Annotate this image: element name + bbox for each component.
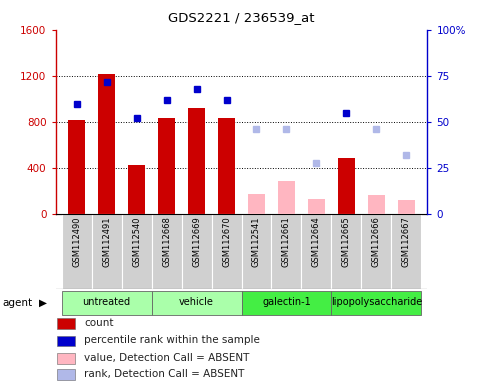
Text: galectin-1: galectin-1 [262,298,311,308]
Text: GSM112670: GSM112670 [222,217,231,267]
Text: ▶: ▶ [39,298,47,308]
Text: percentile rank within the sample: percentile rank within the sample [84,335,260,345]
Bar [301,214,331,289]
Bar [57,336,74,346]
Bar [398,200,415,214]
Bar [57,353,74,364]
Text: GSM112661: GSM112661 [282,217,291,267]
Bar [152,214,182,289]
Bar [61,214,92,289]
Bar [242,291,331,315]
Bar [248,194,265,214]
Bar [158,118,175,214]
Text: agent: agent [2,298,32,308]
Text: GSM112666: GSM112666 [372,217,381,267]
Bar [391,214,422,289]
Text: GSM112541: GSM112541 [252,217,261,267]
Bar [122,214,152,289]
Bar [57,318,74,329]
Bar [57,369,74,380]
Bar [242,214,271,289]
Text: GSM112668: GSM112668 [162,217,171,267]
Text: GSM112667: GSM112667 [402,217,411,267]
Text: GSM112491: GSM112491 [102,217,111,267]
Bar [182,214,212,289]
Bar [68,120,85,214]
Bar [331,214,361,289]
Bar [128,165,145,214]
Bar [92,214,122,289]
Bar [278,181,295,214]
Bar [331,291,422,315]
Text: untreated: untreated [83,298,130,308]
Bar [368,195,385,214]
Text: vehicle: vehicle [179,298,214,308]
Text: value, Detection Call = ABSENT: value, Detection Call = ABSENT [84,353,249,363]
Text: count: count [84,318,114,328]
Bar [308,199,325,214]
Bar [361,214,391,289]
Bar [61,291,152,315]
Text: GSM112664: GSM112664 [312,217,321,267]
Bar [212,214,242,289]
Bar [338,158,355,214]
Text: rank, Detection Call = ABSENT: rank, Detection Call = ABSENT [84,369,244,379]
Bar [98,74,115,214]
Text: GDS2221 / 236539_at: GDS2221 / 236539_at [168,11,315,24]
Text: GSM112540: GSM112540 [132,217,141,267]
Bar [271,214,301,289]
Text: lipopolysaccharide: lipopolysaccharide [331,298,422,308]
Bar [218,118,235,214]
Text: GSM112665: GSM112665 [342,217,351,267]
Text: GSM112669: GSM112669 [192,217,201,267]
Bar [152,291,242,315]
Text: GSM112490: GSM112490 [72,217,81,267]
Bar [188,108,205,214]
